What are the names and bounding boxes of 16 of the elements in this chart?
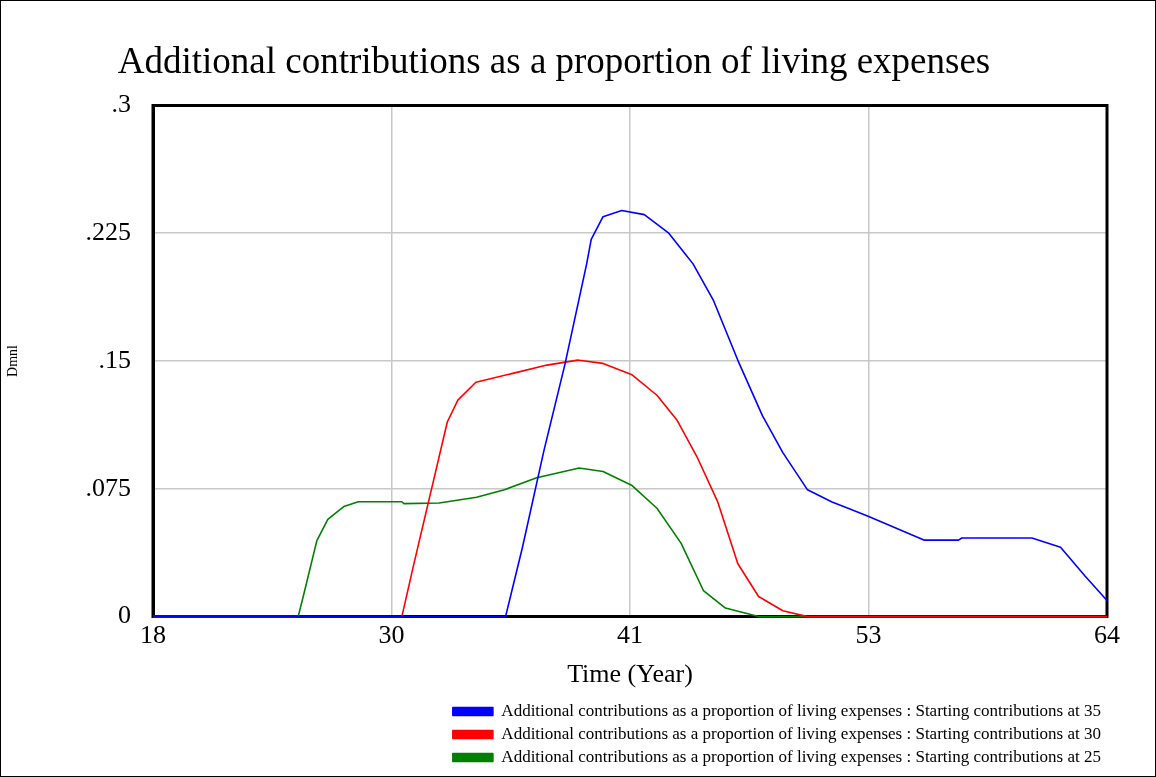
x-tick-label: 18 [140, 620, 166, 650]
y-tick-label: .15 [98, 344, 131, 374]
legend-label: Additional contributions as a proportion of living expenses : Starting contributions at 30 [501, 723, 1101, 743]
y-tick-label: .225 [85, 217, 131, 247]
x-axis-title: Time (Year) [567, 659, 693, 689]
y-tick-label: 0 [118, 600, 131, 630]
y-tick-label: .075 [85, 472, 131, 502]
y-tick-label: .3 [111, 89, 131, 119]
x-tick-label: 30 [378, 620, 405, 650]
legend-label: Additional contributions as a proportion of living expenses : Starting contributions at 25 [501, 746, 1101, 766]
x-tick-label: 53 [855, 620, 882, 650]
chart-title: Additional contributions as a proportion of living expenses [117, 39, 991, 81]
legend-label: Additional contributions as a proportion of living expenses : Starting contributions at 35 [501, 700, 1101, 720]
y-axis-title: Dmnl [5, 344, 21, 377]
x-tick-label: 41 [617, 620, 643, 650]
x-tick-label: 64 [1094, 620, 1120, 650]
